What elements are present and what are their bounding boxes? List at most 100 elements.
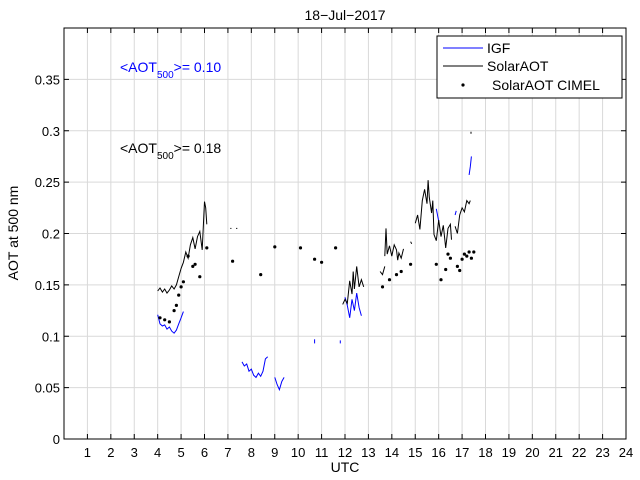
x-tick-label: 9 xyxy=(271,445,278,460)
x-tick-label: 18 xyxy=(478,445,492,460)
solaraot-cimel-point xyxy=(298,246,303,250)
y-tick-label: 0.15 xyxy=(35,278,60,293)
solaraot-cimel-point xyxy=(167,320,171,324)
solaraot-cimel-point xyxy=(179,285,183,289)
annotation-igf: <AOT500>= 0.10 xyxy=(120,59,221,81)
solaraot-line-segment xyxy=(454,199,471,234)
x-tick-label: 10 xyxy=(291,445,305,460)
x-tick-label: 12 xyxy=(338,445,352,460)
solaraot-line-segment xyxy=(384,228,404,261)
solaraot-cimel-point xyxy=(198,275,202,279)
x-tick-label: 8 xyxy=(248,445,255,460)
solaraot-cimel-point xyxy=(434,262,438,266)
igf-line-segment xyxy=(454,210,457,216)
solaraot-cimel-point xyxy=(334,246,338,250)
solaraot-cimel-point xyxy=(458,268,462,273)
solaraot-cimel-point xyxy=(394,273,399,277)
solaraot-cimel-point xyxy=(387,278,392,282)
x-tick-label: 14 xyxy=(385,445,399,460)
x-axis-label: UTC xyxy=(331,459,360,475)
solaraot-cimel-point xyxy=(455,264,459,268)
solaraot-cimel-point xyxy=(472,250,476,254)
solaraot-cimel-point xyxy=(259,273,263,277)
y-tick-label: 0.1 xyxy=(42,329,60,344)
solaraot-cimel-point xyxy=(446,252,450,256)
annotation-layer: <AOT500>= 0.10 <AOT500>= 0.18 xyxy=(120,59,221,162)
solaraot-cimel-point xyxy=(439,278,443,282)
solaraot-cimel-point xyxy=(448,256,452,260)
solaraot-line-segment xyxy=(414,180,452,248)
x-tick-label: 22 xyxy=(572,445,586,460)
solaraot-cimel-point xyxy=(186,254,190,258)
y-axis-label: AOT at 500 nm xyxy=(5,186,21,281)
x-tick-label: 15 xyxy=(408,445,422,460)
solaraot-cimel-point xyxy=(231,259,235,263)
solaraot-line-segment xyxy=(342,266,365,306)
solaraot-cimel-point xyxy=(380,285,385,289)
legend: IGF SolarAOT SolarAOT CIMEL xyxy=(436,35,623,99)
legend-solaraot-label: SolarAOT xyxy=(487,58,549,74)
solaraot-cimel-point xyxy=(177,293,181,297)
solaraot-cimel-point xyxy=(193,262,197,266)
solaraot-cimel-point xyxy=(163,318,167,322)
x-tick-label: 4 xyxy=(154,445,161,460)
solaraot-cimel-point xyxy=(409,262,413,266)
solaraot-line-segment xyxy=(410,241,413,245)
x-tick-label: 2 xyxy=(107,445,114,460)
solaraot-cimel-point xyxy=(172,309,176,313)
y-tick-label: 0.3 xyxy=(42,124,60,139)
igf-line-segment xyxy=(468,156,472,175)
solaraot-cimel-point xyxy=(181,280,185,284)
y-tick-label: 0.2 xyxy=(42,227,60,242)
solaraot-cimel-point xyxy=(460,257,464,261)
solaraot-cimel-point xyxy=(191,264,195,268)
x-tick-label: 7 xyxy=(224,445,231,460)
solaraot-cimel-point xyxy=(320,260,324,264)
x-tick-label: 6 xyxy=(201,445,208,460)
y-tick-label: 0 xyxy=(53,432,60,447)
solaraot-cimel-point xyxy=(205,246,209,250)
chart-title: 18−Jul−2017 xyxy=(305,7,386,23)
grid-layer xyxy=(64,28,626,439)
legend-cimel-label: SolarAOT CIMEL xyxy=(492,77,600,93)
solaraot-cimel-point xyxy=(462,252,466,256)
solaraot-cimel-point xyxy=(465,254,469,258)
x-tick-label: 13 xyxy=(361,445,375,460)
solaraot-cimel-point xyxy=(444,267,448,272)
y-tick-label: 0.05 xyxy=(35,381,60,396)
solaraot-cimel-point xyxy=(273,245,277,249)
x-tick-label: 5 xyxy=(177,445,184,460)
x-tick-label: 17 xyxy=(455,445,469,460)
igf-line-segment xyxy=(344,293,362,318)
solaraot-cimel-point xyxy=(313,257,317,261)
igf-line-segment xyxy=(435,208,440,222)
solaraot-cimel-point xyxy=(399,269,403,274)
x-tick-label: 20 xyxy=(525,445,539,460)
x-tick-label: 19 xyxy=(502,445,516,460)
solaraot-line-segment xyxy=(157,201,208,295)
solaraot-cimel-point xyxy=(174,303,178,307)
x-tick-label: 1 xyxy=(84,445,91,460)
x-tick-label: 21 xyxy=(549,445,563,460)
y-tick-label: 0.35 xyxy=(35,72,60,87)
plot-layer xyxy=(157,131,476,392)
igf-line-segment xyxy=(157,311,184,334)
x-tick-label: 11 xyxy=(315,445,329,460)
igf-line-segment xyxy=(241,356,269,379)
igf-line-segment xyxy=(274,377,285,392)
y-tick-label: 0.25 xyxy=(35,175,60,190)
legend-cimel-marker xyxy=(461,83,465,87)
annotation-solar: <AOT500>= 0.18 xyxy=(120,140,221,162)
x-tick-label: 23 xyxy=(595,445,609,460)
tick-layer: 1 2 3 4 5 6 7 8 9 10 11 12 13 14 15 16 17 18 19 20 21 22 23 240… xyxy=(35,28,633,460)
solaraot-line-segment xyxy=(379,266,386,276)
x-tick-label: 16 xyxy=(431,445,445,460)
solaraot-cimel-point xyxy=(469,256,473,260)
solaraot-cimel-point xyxy=(158,316,162,320)
legend-box xyxy=(436,35,623,99)
legend-igf-label: IGF xyxy=(487,40,510,56)
x-tick-label: 3 xyxy=(131,445,138,460)
solaraot-cimel-point xyxy=(467,250,471,254)
